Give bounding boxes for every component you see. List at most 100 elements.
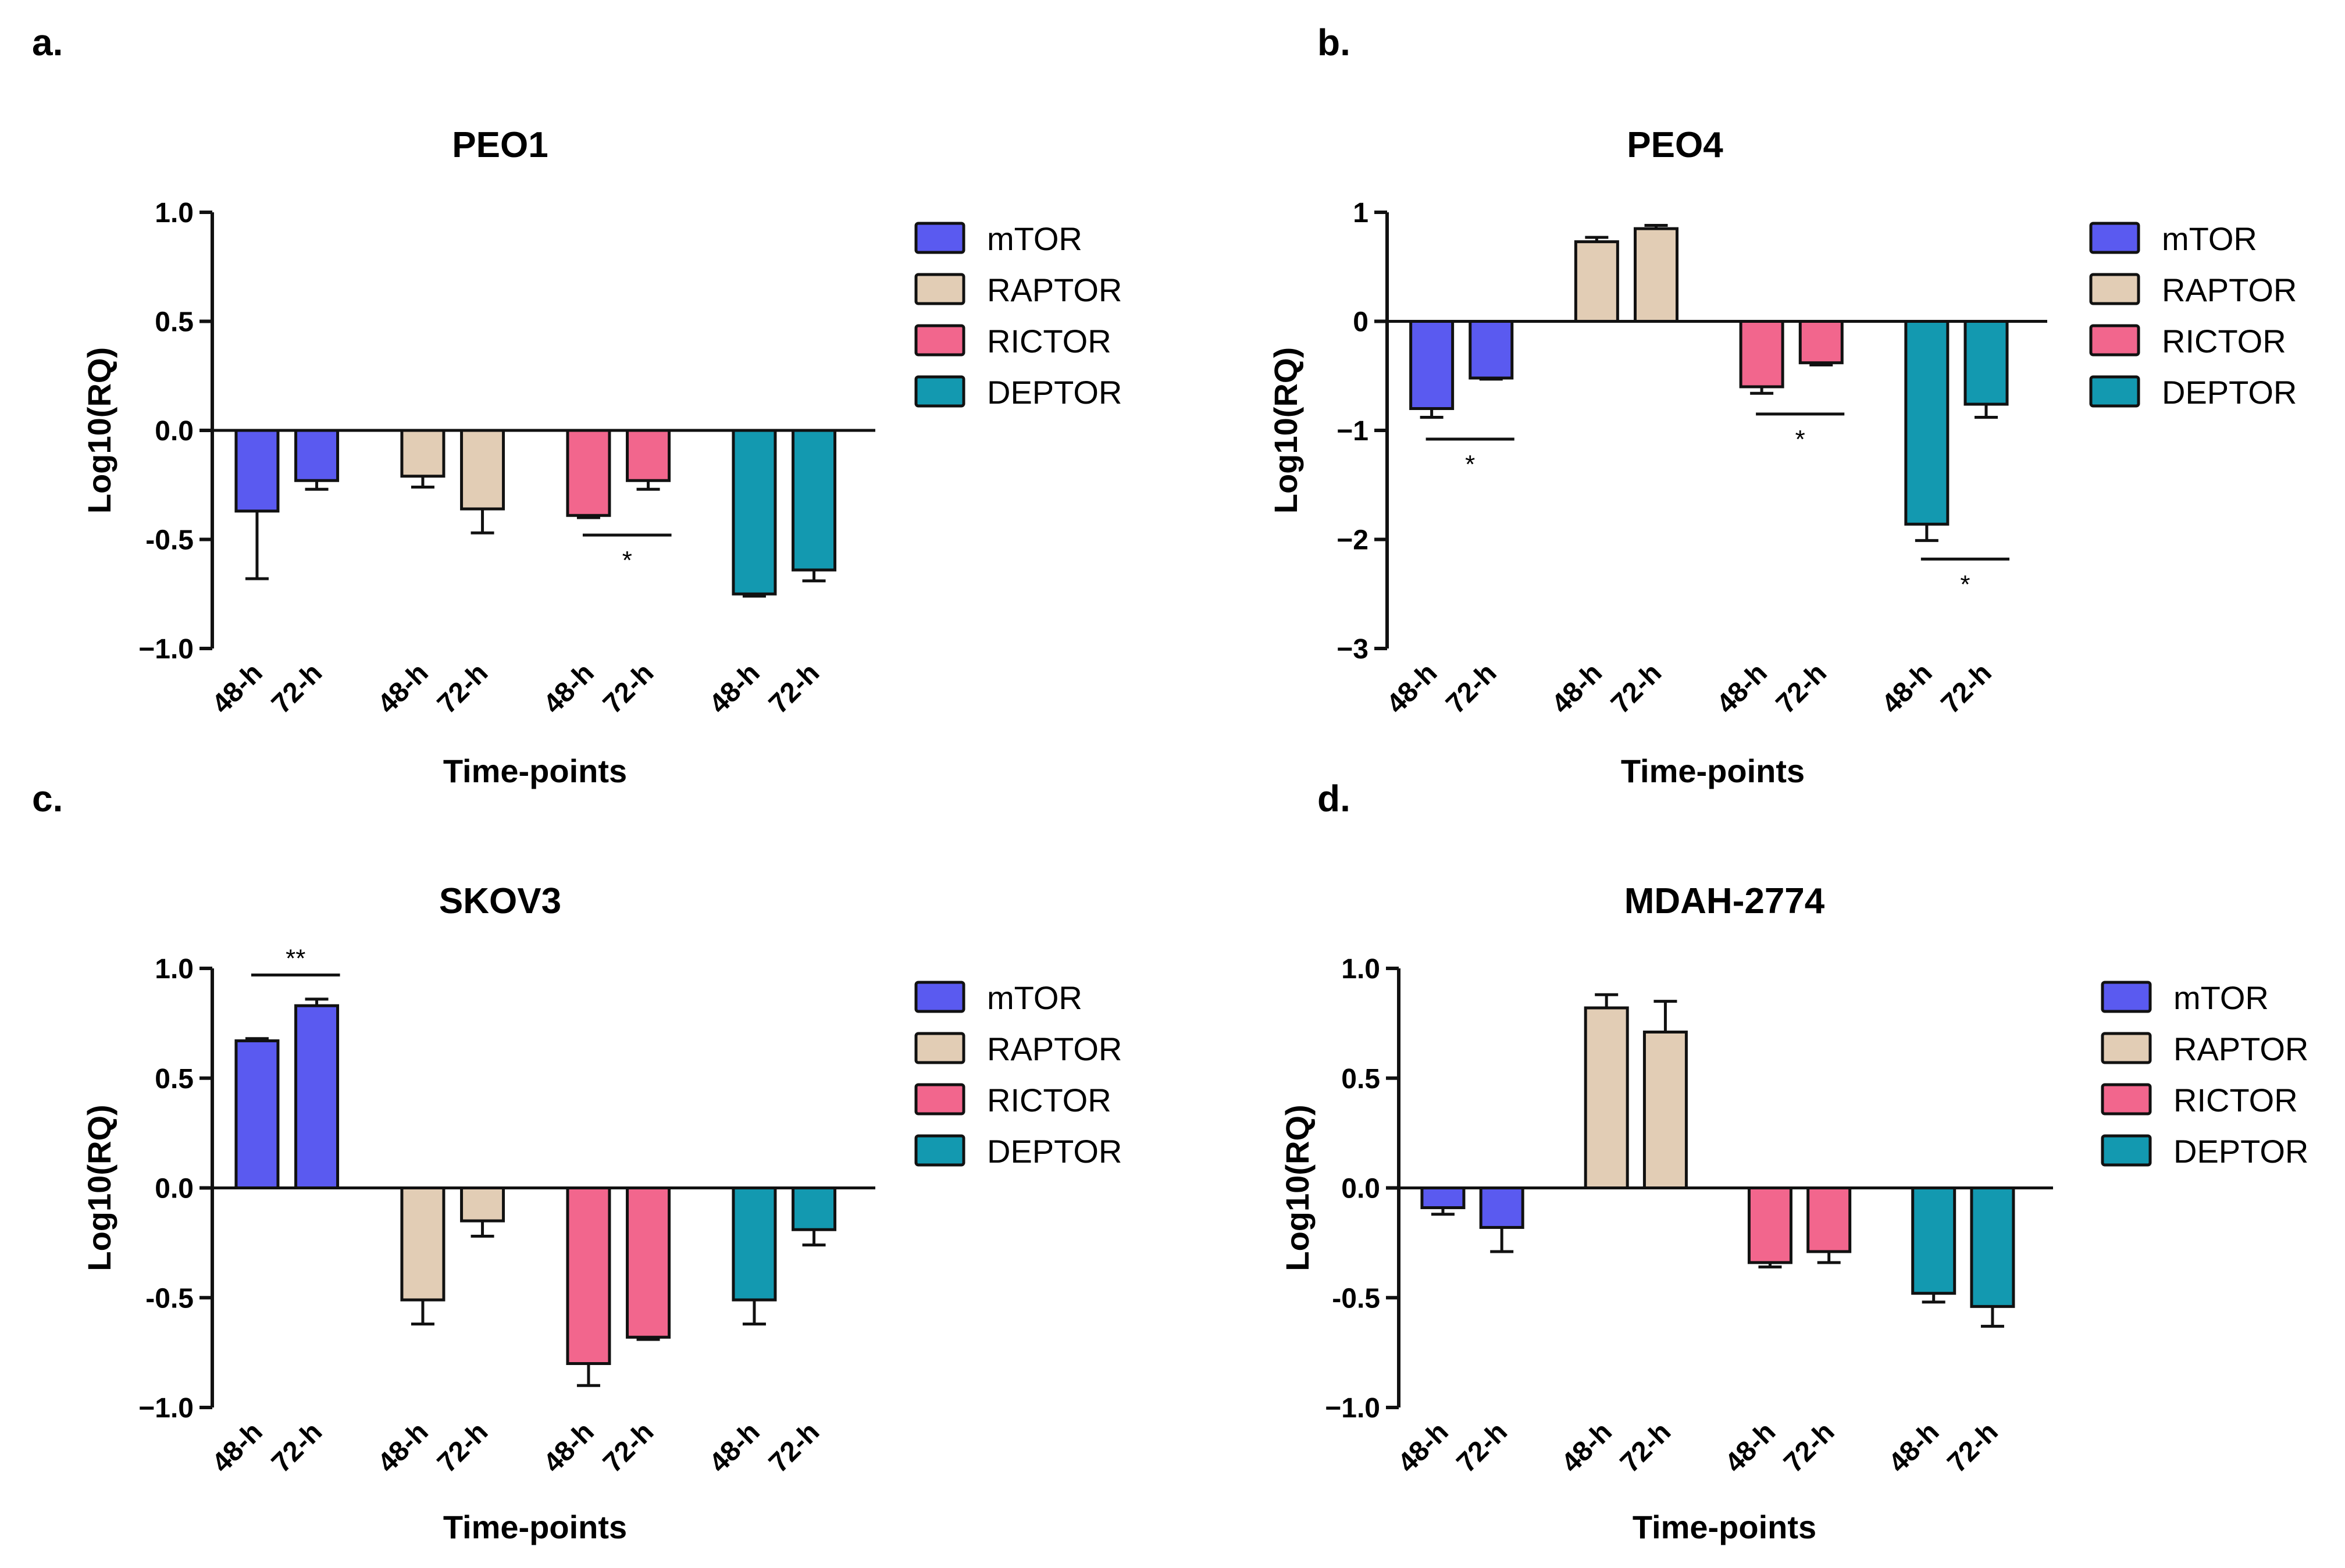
- x-tick-label: 48-h: [703, 1416, 765, 1478]
- legend-label-rictor: RICTOR: [2162, 323, 2286, 359]
- x-tick-label: 48-h: [1711, 657, 1773, 719]
- legend-label-raptor: RAPTOR: [987, 272, 1122, 308]
- bar-deptor-72h: [792, 1186, 837, 1231]
- y-tick-label: -0.5: [1332, 1283, 1380, 1314]
- chart-panel-mdah-2774: d. MDAH-2774 1.0 0.5 0.0 -0.5 −1.0 Log10(RQ) 48-…: [1279, 778, 2308, 1545]
- legend-label-deptor: DEPTOR: [2173, 1133, 2308, 1170]
- legend-label-deptor: DEPTOR: [987, 374, 1122, 411]
- legend-swatch-deptor: [2101, 1134, 2152, 1167]
- bar-raptor-48h: [400, 1186, 446, 1302]
- bar-mtor-48h: [234, 1039, 280, 1189]
- x-tick-label: 72-h: [1770, 657, 1833, 719]
- legend-swatch-rictor: [914, 324, 965, 357]
- x-tick-label: 48-h: [1883, 1416, 1945, 1478]
- y-axis-label: Log10(RQ): [81, 347, 117, 514]
- bar-raptor-72h: [1642, 1030, 1688, 1189]
- y-tick-label: −1.0: [138, 1393, 194, 1424]
- bar-rictor-72h: [1798, 320, 1844, 365]
- x-tick-label: 48-h: [1556, 1416, 1618, 1478]
- legend-swatch-mtor: [2101, 981, 2152, 1013]
- bar-raptor-72h: [1634, 227, 1679, 323]
- x-tick-label: 48-h: [537, 657, 600, 719]
- legend-swatch-rictor: [2101, 1083, 2152, 1116]
- significance-marker: *: [1960, 570, 1970, 598]
- chart-title: SKOV3: [439, 881, 561, 921]
- bar-rictor-72h: [1806, 1186, 1852, 1253]
- y-tick-label: -0.5: [145, 1283, 194, 1314]
- legend-swatch-mtor: [914, 981, 965, 1013]
- x-tick-label: 72-h: [266, 657, 328, 719]
- legend-swatch-deptor: [914, 1134, 965, 1167]
- bar-deptor-72h: [1963, 320, 2009, 406]
- x-tick-label: 48-h: [372, 657, 434, 719]
- y-tick-label: 1: [1353, 198, 1368, 229]
- x-axis-label: Time-points: [1633, 1509, 1816, 1545]
- x-tick-label: 72-h: [1941, 1416, 2004, 1478]
- panel-letter: c.: [32, 778, 63, 819]
- chart-title: PEO1: [452, 125, 548, 165]
- legend-label-mtor: mTOR: [2173, 979, 2269, 1016]
- bar-mtor-48h: [234, 429, 280, 513]
- x-tick-label: 72-h: [432, 657, 494, 719]
- legend-swatch-raptor: [914, 273, 965, 305]
- legend-label-rictor: RICTOR: [2173, 1082, 2298, 1118]
- significance-marker: *: [1465, 450, 1475, 479]
- y-tick-label: 0.5: [155, 307, 194, 338]
- bar-rictor-48h: [566, 1186, 611, 1365]
- x-axis-label: Time-points: [443, 1509, 627, 1545]
- legend-label-rictor: RICTOR: [987, 1082, 1111, 1118]
- y-tick-label: 1.0: [1341, 954, 1380, 985]
- x-axis-label: Time-points: [443, 753, 627, 789]
- bar-rictor-48h: [1747, 1186, 1792, 1264]
- legend-swatch-rictor: [2089, 324, 2140, 357]
- x-tick-label: 72-h: [763, 1416, 825, 1478]
- x-tick-label: 72-h: [432, 1416, 494, 1478]
- x-tick-label: 72-h: [266, 1416, 328, 1478]
- x-tick-label: 72-h: [1778, 1416, 1840, 1478]
- legend-label-deptor: DEPTOR: [2162, 374, 2297, 411]
- bar-raptor-72h: [460, 429, 505, 511]
- significance-marker: *: [622, 546, 632, 575]
- x-axis-label: Time-points: [1621, 753, 1805, 789]
- bar-rictor-72h: [626, 429, 671, 482]
- legend-label-raptor: RAPTOR: [987, 1031, 1122, 1067]
- bar-rictor-72h: [626, 1186, 671, 1339]
- legend-swatch-mtor: [2089, 222, 2140, 254]
- y-tick-label: −2: [1337, 525, 1368, 556]
- legend: mTOR RAPTOR RICTOR DEPTOR: [2101, 979, 2308, 1170]
- bar-raptor-48h: [400, 429, 446, 478]
- bar-raptor-48h: [1584, 1006, 1629, 1189]
- bar-raptor-72h: [460, 1186, 505, 1223]
- bar-mtor-48h: [1409, 320, 1455, 410]
- chart-panel-peo1: a.PEO11.00.50.0-0.5−1.0Log10(RQ)48-h72-h…: [32, 22, 1122, 789]
- y-axis-label: Log10(RQ): [1267, 347, 1304, 514]
- legend-label-mtor: mTOR: [2162, 220, 2257, 257]
- x-tick-label: 48-h: [206, 1416, 268, 1478]
- y-tick-label: −1.0: [1325, 1393, 1380, 1424]
- x-tick-label: 72-h: [597, 1416, 660, 1478]
- y-tick-label: 0.0: [155, 416, 194, 447]
- x-tick-label: 72-h: [1451, 1416, 1513, 1478]
- chart-panel-skov3: c.SKOV31.00.50.0-0.5−1.0Log10(RQ)48-h72-…: [32, 778, 1122, 1545]
- x-tick-label: 48-h: [1546, 657, 1608, 719]
- legend-swatch-raptor: [2101, 1032, 2152, 1064]
- legend-label-mtor: mTOR: [987, 220, 1082, 257]
- y-tick-label: -0.5: [145, 525, 194, 556]
- legend-swatch-deptor: [914, 375, 965, 408]
- y-tick-label: 0.5: [155, 1064, 194, 1095]
- y-tick-label: 0.0: [1341, 1174, 1380, 1204]
- y-tick-label: −1: [1337, 416, 1368, 447]
- panel-letter: d.: [1317, 778, 1350, 819]
- x-tick-label: 48-h: [1381, 657, 1443, 719]
- bar-rictor-48h: [1739, 320, 1784, 389]
- y-tick-label: −1.0: [138, 634, 194, 665]
- x-tick-label: 72-h: [1440, 657, 1502, 719]
- x-tick-label: 72-h: [597, 657, 660, 719]
- y-tick-label: −3: [1337, 634, 1368, 665]
- y-tick-label: 0.5: [1341, 1064, 1380, 1095]
- bar-mtor-72h: [1479, 1186, 1524, 1229]
- x-tick-label: 48-h: [1719, 1416, 1781, 1478]
- x-tick-label: 48-h: [206, 657, 268, 719]
- bar-mtor-72h: [294, 1004, 340, 1190]
- bar-deptor-72h: [792, 429, 837, 572]
